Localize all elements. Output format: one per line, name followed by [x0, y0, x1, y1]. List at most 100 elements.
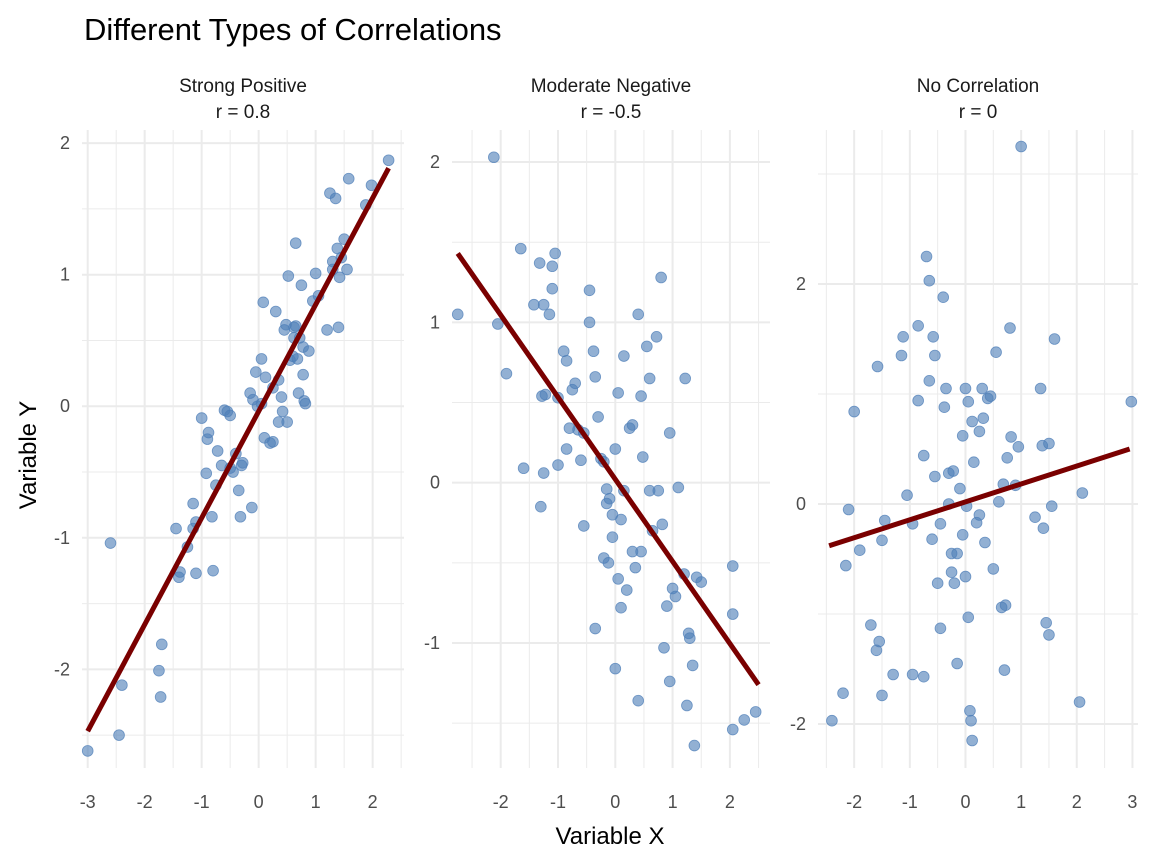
data-point	[116, 679, 128, 691]
data-point	[926, 533, 938, 545]
y-tick-label: -2	[54, 659, 70, 679]
data-point	[170, 522, 182, 535]
data-point	[968, 456, 980, 469]
data-point	[951, 657, 963, 670]
data-point	[749, 706, 762, 718]
data-point	[979, 536, 991, 549]
data-point	[1004, 322, 1016, 334]
x-axis-title: Variable X	[556, 823, 665, 850]
y-tick-label: 2	[60, 133, 70, 153]
data-point	[267, 435, 279, 448]
x-tick-label: -3	[80, 792, 96, 812]
panel-strip-subtitle: r = -0.5	[581, 102, 642, 123]
data-point	[517, 462, 530, 475]
data-point	[923, 274, 936, 287]
data-point	[681, 699, 693, 712]
data-point	[275, 391, 288, 403]
data-point	[629, 561, 642, 574]
data-point	[945, 566, 958, 578]
data-point	[154, 691, 167, 703]
data-point	[663, 427, 676, 439]
x-tick-label: 0	[610, 792, 620, 812]
data-point	[292, 387, 305, 399]
data-point	[282, 270, 295, 282]
data-point	[543, 308, 556, 321]
data-point	[155, 638, 168, 651]
data-point	[549, 247, 561, 260]
panel-strip-subtitle: r = 0	[959, 102, 998, 123]
data-point	[1043, 629, 1055, 641]
data-point	[695, 576, 708, 588]
data-point	[329, 192, 342, 205]
data-point	[643, 484, 656, 497]
data-point	[984, 390, 997, 403]
data-point	[281, 416, 293, 428]
data-point	[333, 271, 346, 284]
panel-3: No Correlation r = 0 -2 -1 0 1 2 3 -2 0 2	[790, 76, 1138, 812]
y-tick-label: 1	[60, 265, 70, 285]
data-point	[940, 382, 952, 395]
data-point	[589, 622, 602, 635]
data-point	[500, 367, 513, 380]
data-point	[964, 704, 976, 717]
data-point	[211, 445, 224, 457]
data-point	[1001, 451, 1014, 464]
data-point	[929, 470, 941, 483]
fit-line	[85, 166, 391, 733]
data-point	[153, 664, 165, 677]
data-point	[887, 668, 899, 681]
data-point	[947, 465, 960, 477]
data-point	[658, 641, 670, 654]
data-point	[382, 154, 395, 167]
data-point	[569, 377, 581, 390]
data-point	[207, 564, 219, 577]
data-point	[195, 412, 208, 424]
data-point	[920, 250, 933, 263]
data-point	[202, 426, 215, 439]
data-point	[641, 340, 653, 353]
data-point	[592, 411, 604, 423]
data-point	[966, 415, 978, 428]
data-point	[931, 577, 944, 589]
data-point	[609, 443, 622, 455]
data-point	[1076, 487, 1089, 499]
data-point	[618, 350, 630, 362]
data-point	[973, 425, 986, 438]
data-point	[929, 349, 941, 362]
data-point	[257, 296, 270, 309]
data-point	[959, 382, 972, 395]
data-point	[626, 419, 639, 431]
data-point	[912, 319, 924, 332]
data-point	[977, 412, 990, 425]
data-point	[303, 345, 315, 357]
x-tick-label: 1	[311, 792, 321, 812]
x-tick-label: -2	[493, 792, 509, 812]
y-tick-label: 0	[796, 494, 806, 514]
data-point	[535, 500, 547, 513]
data-point	[937, 291, 950, 304]
data-point	[951, 547, 963, 560]
data-point	[954, 482, 966, 495]
data-point	[276, 405, 289, 418]
data-point	[853, 544, 866, 556]
data-point	[309, 267, 322, 280]
data-point	[973, 509, 986, 521]
chart-title: Different Types of Correlations	[84, 12, 502, 47]
data-point	[200, 467, 213, 480]
data-point	[606, 531, 619, 543]
x-tick-label: 0	[960, 792, 970, 812]
data-point	[546, 282, 559, 295]
panel-strip-title: Moderate Negative	[531, 76, 692, 97]
data-point	[993, 495, 1005, 508]
data-point	[342, 172, 355, 185]
data-point	[575, 454, 587, 467]
data-point	[533, 257, 546, 269]
data-point	[840, 559, 852, 572]
data-point	[956, 528, 969, 541]
data-point	[232, 484, 245, 497]
x-tick-label: 2	[725, 792, 735, 812]
x-tick-label: -1	[194, 792, 210, 812]
data-point	[299, 397, 312, 410]
